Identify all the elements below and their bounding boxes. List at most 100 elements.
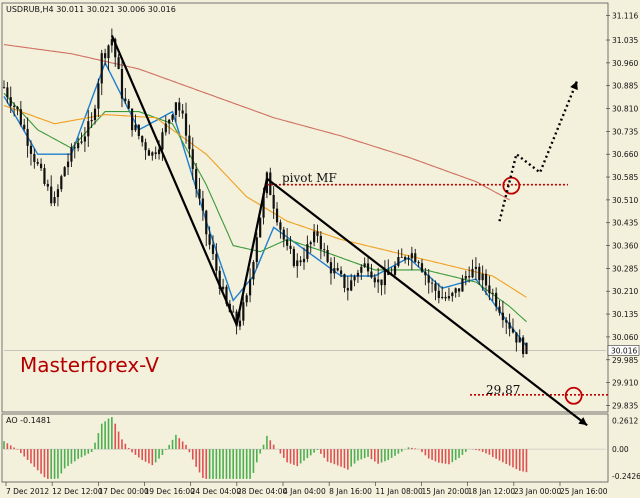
candle-body <box>56 189 60 198</box>
candle-body <box>474 266 478 269</box>
candle-body <box>9 97 12 106</box>
y-tick-label: 31.035 <box>612 36 638 45</box>
candle-body <box>144 142 147 151</box>
candle-body <box>434 283 437 291</box>
candle-body <box>195 169 198 189</box>
candle-body <box>262 193 265 218</box>
candles-layer <box>2 28 528 358</box>
candle-body <box>168 119 171 124</box>
candle-body <box>222 286 225 289</box>
candle-body <box>491 292 494 294</box>
candle-body <box>77 142 80 149</box>
candle-body <box>383 270 386 286</box>
candle-body <box>19 109 22 125</box>
candle-body <box>407 258 410 260</box>
candle-body <box>225 286 228 304</box>
candle-body <box>316 231 319 236</box>
candle-body <box>511 328 515 333</box>
candle-body <box>454 288 457 293</box>
x-tick-label: 4 Jan 04:00 <box>283 487 326 496</box>
candle-body <box>188 135 191 150</box>
candle-body <box>161 132 164 150</box>
candle-body <box>457 288 461 292</box>
x-tick-label: 11 Jan 08:00 <box>375 487 423 496</box>
candle-body <box>495 292 498 307</box>
candle-body <box>424 271 427 276</box>
candle-body <box>447 296 451 299</box>
y-tick-label: 30.885 <box>612 82 638 91</box>
candle-body <box>184 113 188 136</box>
channel-arrowhead <box>578 417 588 426</box>
main-plot-frame <box>1 2 609 413</box>
candle-body <box>208 234 211 245</box>
candle-body <box>33 153 36 162</box>
y-tick-label: 30.960 <box>612 59 638 68</box>
candle-body <box>151 152 154 156</box>
candle-body <box>373 277 376 283</box>
y-tick-label: 30.435 <box>612 219 638 228</box>
x-tick-label: 23 Jan 00:00 <box>514 487 562 496</box>
candle-body <box>107 45 110 59</box>
candle-body <box>518 337 521 343</box>
ma-mid-line <box>3 92 527 323</box>
ma-long-line <box>3 44 510 201</box>
candle-body <box>478 266 481 281</box>
candle-body <box>201 198 204 211</box>
candle-body <box>400 257 403 258</box>
candle-body <box>60 176 63 190</box>
ao-y-tick-label: -0.2426 <box>612 472 640 481</box>
candle-body <box>157 149 161 155</box>
target-circle <box>564 386 583 405</box>
candle-body <box>232 311 235 313</box>
candle-body <box>437 290 440 299</box>
y-tick-label: 30.135 <box>612 310 638 319</box>
candle-body <box>522 337 525 354</box>
candle-body <box>286 239 289 246</box>
candle-body <box>363 263 366 267</box>
y-tick-label: 30.060 <box>612 333 638 342</box>
candle-body <box>417 261 420 264</box>
candle-body <box>313 231 316 243</box>
candle-body <box>289 245 292 249</box>
candle-body <box>427 275 430 283</box>
x-tick-label: 18 Jan 12:00 <box>468 487 516 496</box>
candle-body <box>39 163 43 169</box>
candle-body <box>120 69 124 99</box>
current-price-box <box>607 345 640 356</box>
candle-body <box>100 53 103 84</box>
candle-body <box>296 260 299 267</box>
zigzag-up-line <box>235 178 268 325</box>
candle-body <box>269 172 272 195</box>
candle-body <box>414 253 417 262</box>
candle-body <box>198 188 201 199</box>
candle-body <box>299 260 302 263</box>
y-tick-label: 31.116 <box>612 11 638 20</box>
candle-body <box>13 105 16 107</box>
candle-body <box>83 136 86 142</box>
candle-body <box>87 121 90 137</box>
x-tick-label: 7 Dec 2012 <box>6 487 49 496</box>
ao-y-tick-label: 0.2612 <box>612 416 638 425</box>
candle-body <box>80 141 83 143</box>
candle-body <box>420 263 424 272</box>
candle-body <box>410 253 413 259</box>
candle-body <box>393 265 397 275</box>
candle-body <box>343 274 346 289</box>
candle-body <box>377 279 380 283</box>
candle-body <box>333 268 336 274</box>
candle-body <box>404 257 407 260</box>
candle-body <box>137 124 140 137</box>
candle-body <box>302 258 306 263</box>
candle-body <box>171 114 174 120</box>
ao-y-tick-label: 0.00 <box>612 445 629 454</box>
candle-body <box>350 280 353 291</box>
x-tick-label: 28 Dec 04:00 <box>237 487 288 496</box>
candle-body <box>16 106 19 110</box>
x-tick-label: 19 Dec 16:00 <box>145 487 196 496</box>
moving-averages-layer <box>3 44 528 347</box>
y-axis-labels: 31.116 31.035 30.960 30.885 30.810 30.735 30.6… <box>606 11 640 481</box>
candle-body <box>191 149 194 170</box>
candle-body <box>29 145 33 154</box>
candle-body <box>397 257 400 266</box>
